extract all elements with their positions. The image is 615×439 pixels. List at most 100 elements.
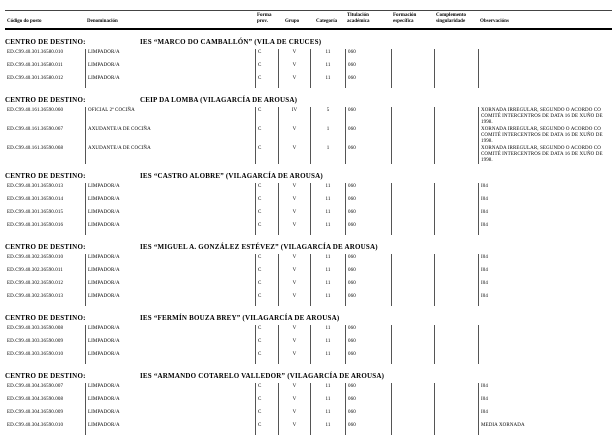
posto-formacion — [391, 351, 434, 364]
posto-grupo: V — [278, 62, 310, 75]
posto-codigo: ED.C99.40.304.36590.010 — [7, 423, 64, 428]
posto-formacion — [391, 422, 434, 435]
posto-formacion — [391, 62, 434, 75]
posto-row: ED.C99.40.302.36590.012 LIMPADOR/A C V 1… — [5, 280, 612, 293]
posto-formacion — [391, 325, 434, 338]
posto-forma-prov: C — [255, 209, 278, 222]
posto-categoria: 11 — [310, 62, 345, 75]
posto-observacions — [478, 75, 612, 88]
col-header-complemento-line1: Complemento — [436, 13, 466, 18]
posto-observacions — [478, 351, 612, 364]
posto-complemento — [434, 409, 478, 422]
header-top-rule — [5, 10, 612, 11]
posto-formacion — [391, 209, 434, 222]
posto-row: ED.C99.40.304.36590.008 LIMPADOR/A C V 1… — [5, 396, 612, 409]
col-header-formacion: Formación específica — [391, 13, 434, 25]
posto-denominacion: LIMPADOR/A — [85, 75, 255, 88]
col-header-titulacion-line2: académica — [347, 19, 370, 24]
posto-row: ED.C99.40.161.36590.067 AXUDANTE/A DE CO… — [5, 126, 612, 145]
posto-codigo: ED.C99.40.302.36590.013 — [7, 294, 64, 299]
posto-titulacion: 060 — [345, 338, 391, 351]
posto-row: ED.C99.40.304.36590.010 LIMPADOR/A C V 1… — [5, 422, 612, 435]
posto-complemento — [434, 383, 478, 396]
posto-row: ED.C99.40.301.36590.016 LIMPADOR/A C V 1… — [5, 222, 612, 235]
posto-grupo: V — [278, 145, 310, 164]
col-header-grupo: Grupo — [285, 19, 300, 24]
posto-denominacion: AXUDANTE/A DE COCIÑA — [85, 126, 255, 145]
centro-name: IES “FERMÍN BOUZA BREY” (VILAGARCÍA DE A… — [140, 314, 340, 322]
posto-codigo: ED.C99.40.301.36590.013 — [7, 184, 64, 189]
posto-observacions: I04 — [478, 209, 612, 222]
posto-categoria: 11 — [310, 209, 345, 222]
posto-complemento — [434, 209, 478, 222]
posto-categoria: 11 — [310, 351, 345, 364]
posto-row: ED.C99.40.304.36590.009 LIMPADOR/A C V 1… — [5, 409, 612, 422]
posto-titulacion: 060 — [345, 351, 391, 364]
posto-complemento — [434, 126, 478, 145]
posto-codigo: ED.C99.40.303.36590.010 — [7, 352, 64, 357]
posto-observacions: XORNADA IRREGULAR, SEGUNDO O ACORDO CO C… — [478, 107, 612, 126]
centro-destino-label: CENTRO DE DESTINO: — [5, 243, 86, 251]
posto-categoria: 11 — [310, 280, 345, 293]
posto-grupo: V — [278, 293, 310, 306]
posto-formacion — [391, 183, 434, 196]
centro-destino-label: CENTRO DE DESTINO: — [5, 172, 86, 180]
posto-titulacion: 060 — [345, 267, 391, 280]
posto-denominacion: LIMPADOR/A — [85, 209, 255, 222]
posto-forma-prov: C — [255, 325, 278, 338]
posto-formacion — [391, 338, 434, 351]
posto-titulacion: 060 — [345, 126, 391, 145]
posto-row: ED.C99.40.304.36590.007 LIMPADOR/A C V 1… — [5, 383, 612, 396]
posto-formacion — [391, 126, 434, 145]
posto-formacion — [391, 293, 434, 306]
centro-block-header: CENTRO DE DESTINO: CEIP DA LOMBA (VILAGA… — [5, 96, 612, 105]
centro-name: CEIP DA LOMBA (VILAGARCÍA DE AROUSA) — [140, 96, 298, 104]
posto-grupo: V — [278, 325, 310, 338]
posto-observacions — [478, 325, 612, 338]
posto-observacions: I04 — [478, 222, 612, 235]
posto-categoria: 11 — [310, 267, 345, 280]
posto-titulacion: 060 — [345, 75, 391, 88]
col-header-forma-line2: prov. — [257, 19, 268, 24]
posto-codigo: ED.C99.40.304.36590.009 — [7, 410, 64, 415]
centro-name: IES “ARMANDO COTARELO VALLEDOR” (VILAGAR… — [140, 372, 385, 380]
centro-name: IES “MARCO DO CAMBALLÓN” (VILA DE CRUCES… — [140, 38, 322, 46]
posto-denominacion: LIMPADOR/A — [85, 254, 255, 267]
posto-forma-prov: C — [255, 145, 278, 164]
posto-categoria: 11 — [310, 196, 345, 209]
posto-titulacion: 060 — [345, 254, 391, 267]
posto-titulacion: 060 — [345, 293, 391, 306]
posto-complemento — [434, 325, 478, 338]
posto-denominacion: LIMPADOR/A — [85, 293, 255, 306]
posto-grupo: V — [278, 126, 310, 145]
posto-titulacion: 060 — [345, 422, 391, 435]
posto-formacion — [391, 409, 434, 422]
posto-forma-prov: C — [255, 62, 278, 75]
posto-categoria: 11 — [310, 222, 345, 235]
col-header-categoria: Categoría — [316, 19, 338, 24]
posto-denominacion: LIMPADOR/A — [85, 338, 255, 351]
col-header-formacion-line2: específica — [393, 19, 414, 24]
posto-complemento — [434, 75, 478, 88]
centro-name: IES “MIGUEL A. GONZÁLEZ ESTÉVEZ” (VILAGA… — [140, 243, 378, 251]
posto-observacions: I04 — [478, 409, 612, 422]
posto-categoria: 11 — [310, 49, 345, 62]
col-header-titulacion: Titulación académica — [345, 13, 391, 25]
header-bottom-rule — [5, 28, 612, 30]
posto-forma-prov: C — [255, 222, 278, 235]
posto-titulacion: 060 — [345, 209, 391, 222]
centro-destino-label: CENTRO DE DESTINO: — [5, 38, 86, 46]
posto-row: ED.C99.40.302.36590.010 LIMPADOR/A C V 1… — [5, 254, 612, 267]
posto-codigo: ED.C99.40.161.36590.068 — [7, 146, 64, 151]
posto-row: ED.C99.40.301.36580.011 LIMPADOR/A C V 1… — [5, 62, 612, 75]
posto-observacions: MEDIA XORNADA — [478, 422, 612, 435]
posto-grupo: V — [278, 254, 310, 267]
posto-row: ED.C99.40.301.36580.012 LIMPADOR/A C V 1… — [5, 75, 612, 88]
posto-grupo: V — [278, 222, 310, 235]
posto-titulacion: 060 — [345, 49, 391, 62]
posto-complemento — [434, 396, 478, 409]
posto-titulacion: 060 — [345, 222, 391, 235]
posto-complemento — [434, 145, 478, 164]
posto-row: ED.C99.40.302.36590.011 LIMPADOR/A C V 1… — [5, 267, 612, 280]
posto-formacion — [391, 396, 434, 409]
